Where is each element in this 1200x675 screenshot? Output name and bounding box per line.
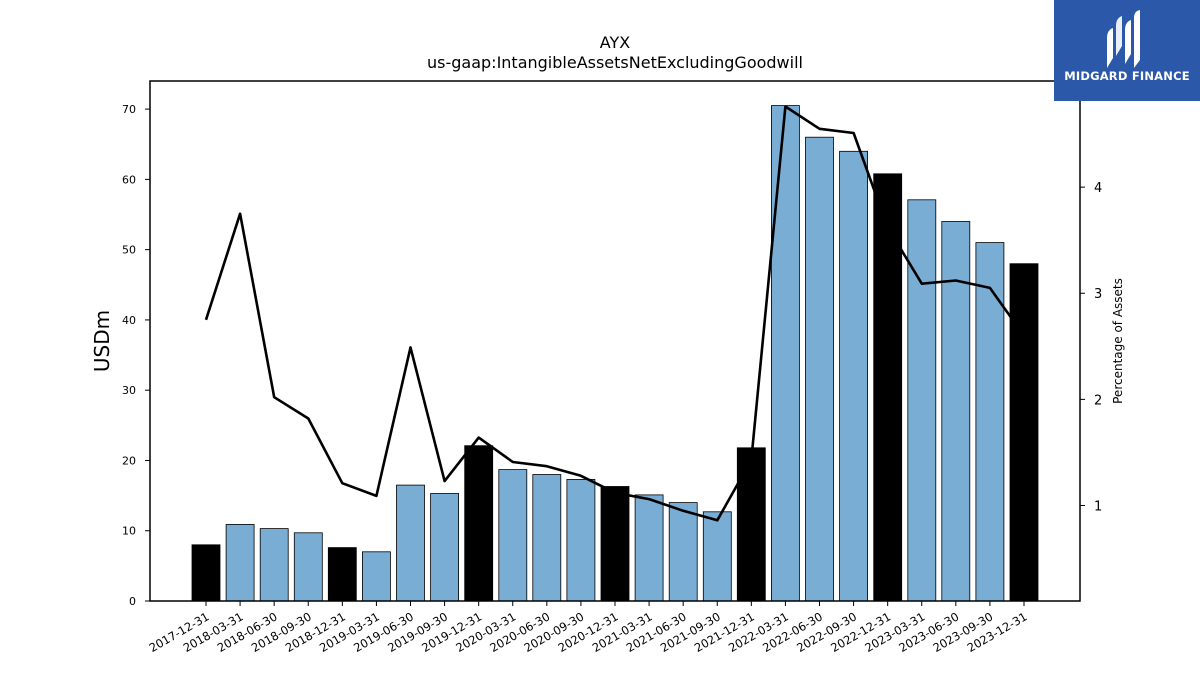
chart-title: AYX xyxy=(600,33,630,52)
bar-2019-12-31 xyxy=(464,445,494,602)
bar-2018-12-31 xyxy=(327,547,357,602)
bar-2021-12-31 xyxy=(736,447,766,602)
y-tick-label: 10 xyxy=(122,525,136,538)
y-tick-label: 40 xyxy=(122,314,136,327)
bar-2022-09-30 xyxy=(839,150,868,602)
y-tick-label: 30 xyxy=(122,384,136,397)
y2-tick-label: 4 xyxy=(1094,181,1102,196)
bar-2021-03-31 xyxy=(634,494,664,602)
bar-2023-06-30 xyxy=(941,221,971,602)
y-tick-label: 50 xyxy=(122,244,136,257)
bar-2018-09-30 xyxy=(293,532,323,602)
bar-2019-03-31 xyxy=(361,551,391,602)
bar-2018-03-31 xyxy=(225,524,255,602)
bar-2018-06-30 xyxy=(259,528,289,602)
bar-2023-03-31 xyxy=(907,199,937,602)
bar-2022-06-30 xyxy=(805,136,834,602)
bar-2020-12-31 xyxy=(600,486,630,602)
bar-2020-06-30 xyxy=(532,474,562,602)
line-group xyxy=(204,105,1026,522)
chart-subtitle: us-gaap:IntangibleAssetsNetExcludingGood… xyxy=(427,53,803,72)
y2-tick-label: 2 xyxy=(1094,393,1102,408)
bar-2021-09-30 xyxy=(702,511,732,602)
y2-tick-label: 1 xyxy=(1094,499,1102,514)
percentage-line xyxy=(204,105,1026,522)
y-tick-label: 0 xyxy=(129,595,136,608)
bar-2019-06-30 xyxy=(396,484,425,602)
bar-2022-03-31 xyxy=(771,105,800,602)
bars-group xyxy=(191,105,1039,602)
brand-logo: MIDGARD FINANCE xyxy=(1054,0,1200,101)
bar-2019-09-30 xyxy=(430,493,460,602)
y2-tick-label: 3 xyxy=(1094,287,1102,302)
y-tick-label: 20 xyxy=(122,454,136,467)
bar-2017-12-31 xyxy=(191,544,221,602)
logo-mark-icon xyxy=(1107,10,1140,68)
y2-axis-label: Percentage of Assets xyxy=(1111,278,1125,404)
bar-2023-09-30 xyxy=(975,242,1005,602)
y-tick-label: 70 xyxy=(122,103,136,116)
bar-2020-09-30 xyxy=(566,478,596,602)
bar-2023-12-31 xyxy=(1009,263,1039,602)
y-tick-label: 60 xyxy=(122,173,136,186)
logo-text: MIDGARD FINANCE xyxy=(1064,69,1190,83)
bar-2022-12-31 xyxy=(873,173,903,602)
bar-2021-06-30 xyxy=(668,502,698,602)
bar-2020-03-31 xyxy=(498,469,528,602)
y-axis-label: USDm xyxy=(90,310,114,372)
